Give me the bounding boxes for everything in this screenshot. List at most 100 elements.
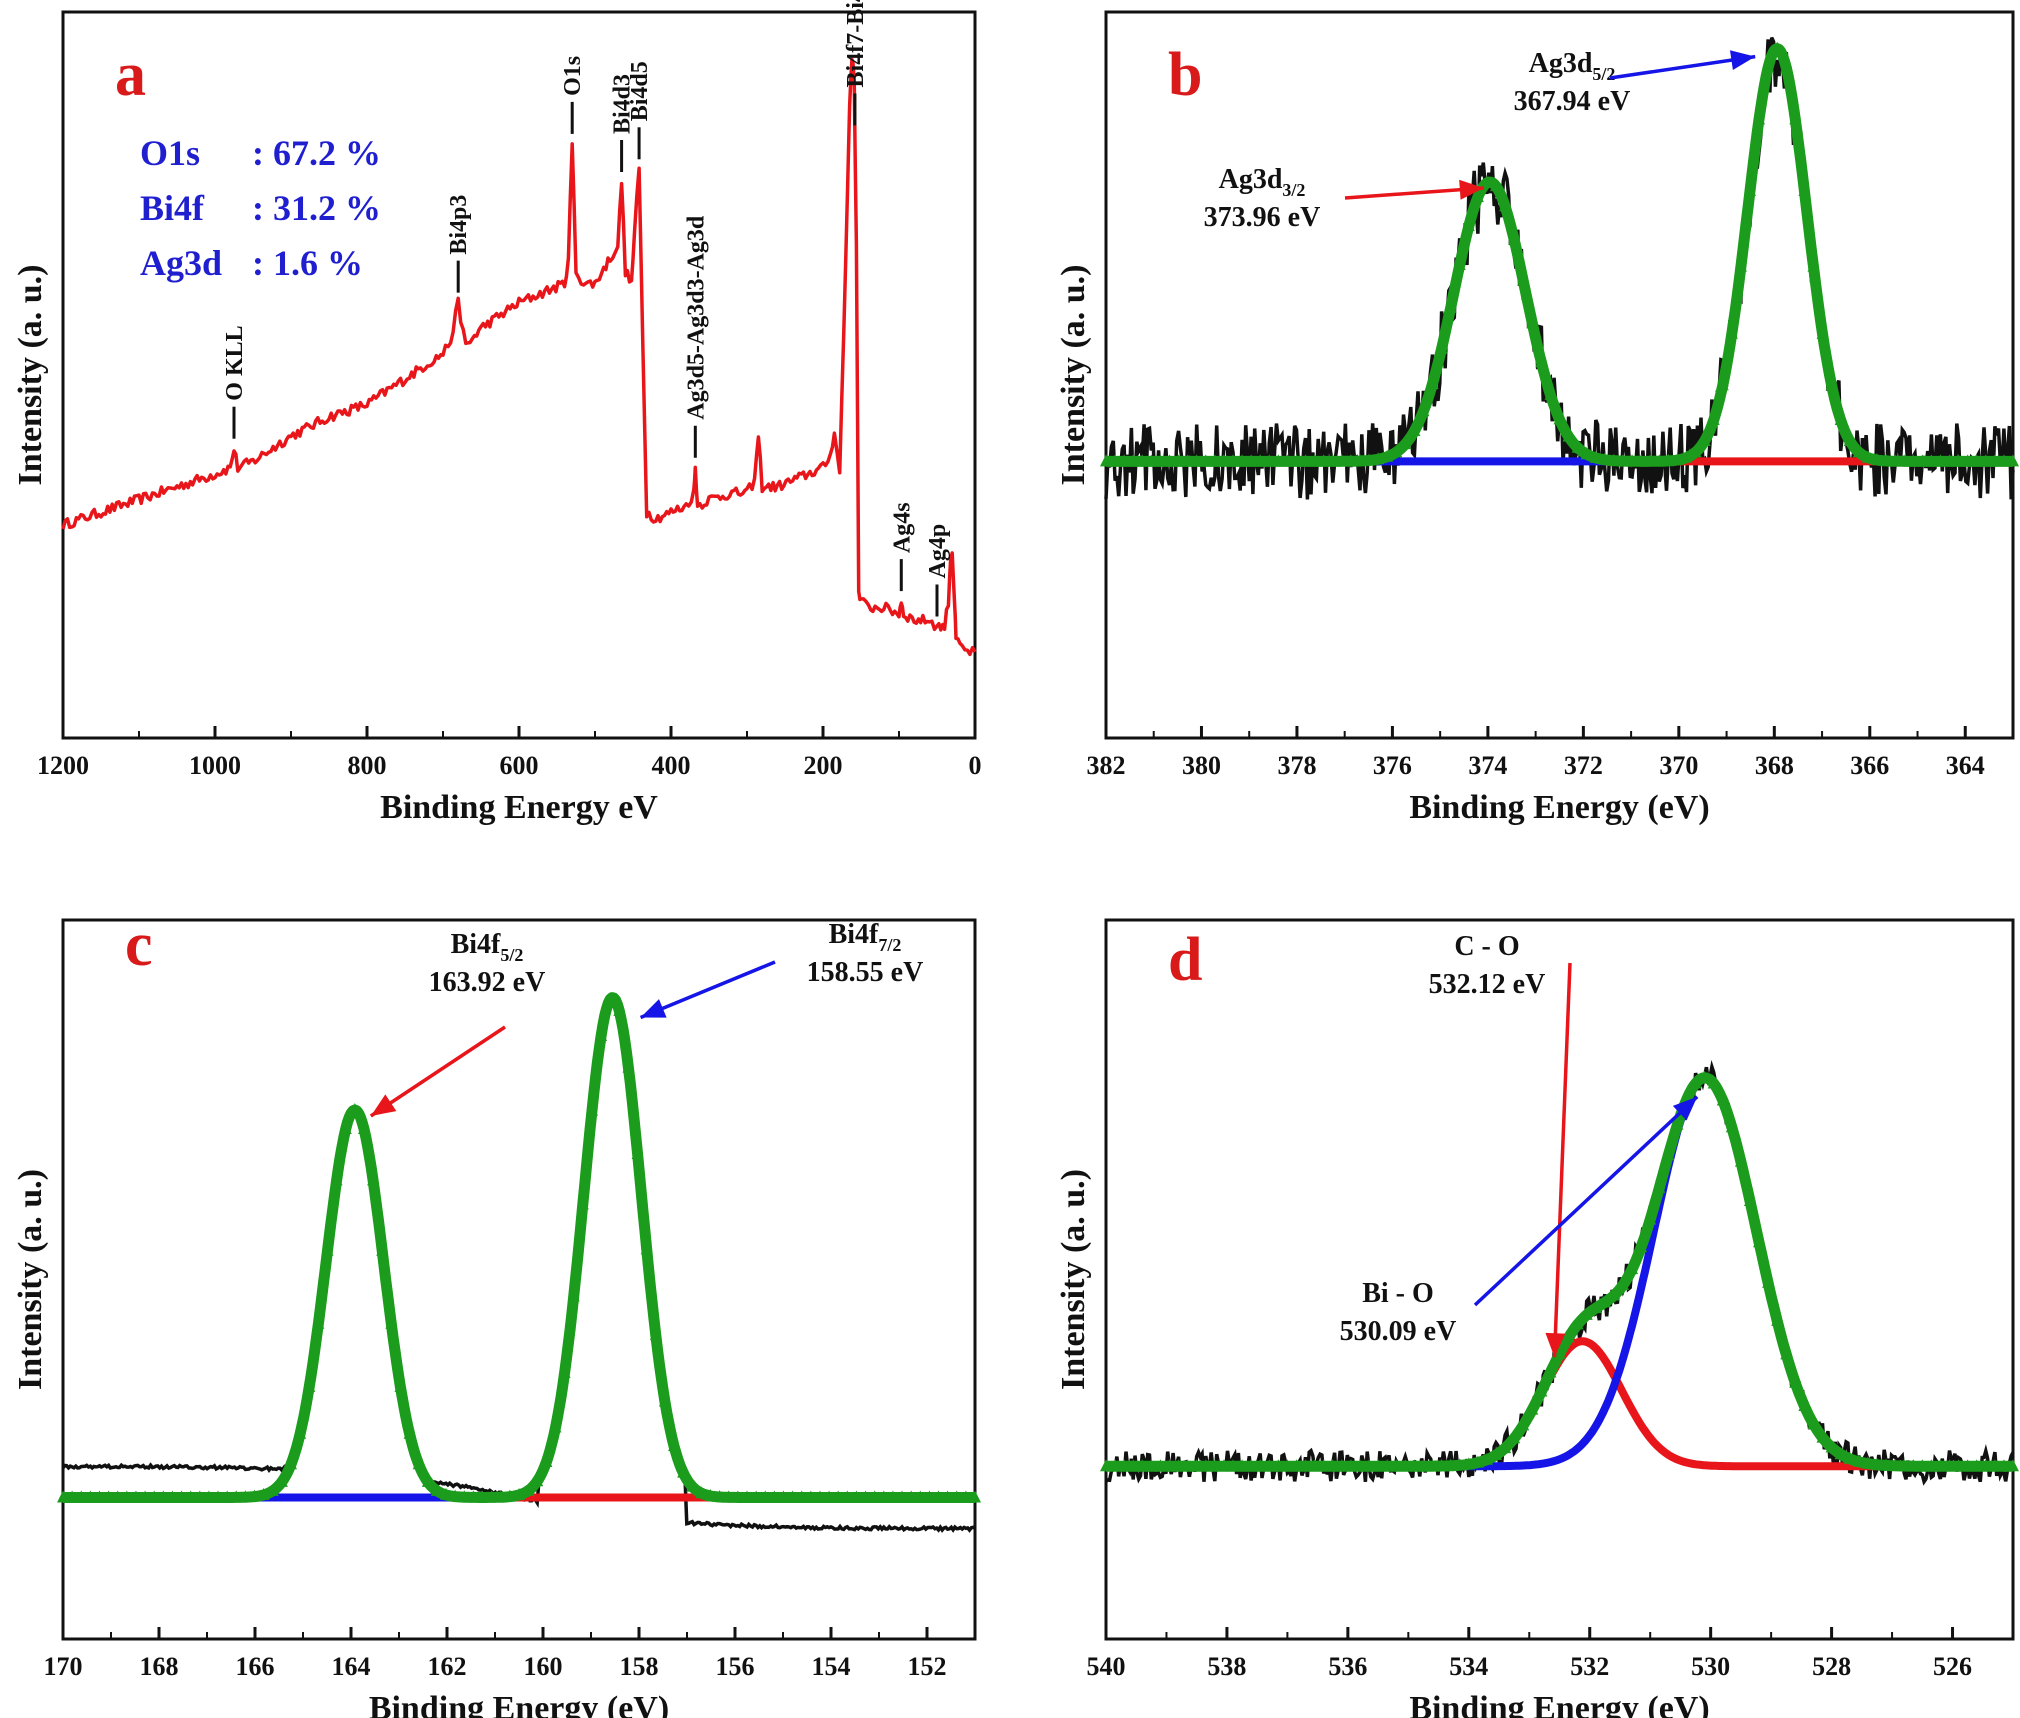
envelope-marker	[1363, 453, 1376, 466]
panel-a-xtick-label: 200	[804, 751, 843, 780]
envelope-marker	[731, 1490, 744, 1503]
annotation-main: Ag3d	[1529, 48, 1593, 79]
envelope-marker	[1716, 378, 1729, 391]
envelope-marker	[1136, 454, 1149, 467]
envelope-marker	[877, 1490, 890, 1503]
envelope-marker	[1254, 454, 1267, 467]
peak-label: Bi4d5	[627, 61, 653, 121]
envelope-marker	[850, 1490, 863, 1503]
annotation-c-0-value: 163.92 eV	[429, 967, 546, 998]
envelope-marker	[1716, 1093, 1729, 1106]
envelope-marker	[1662, 453, 1675, 466]
envelope-marker	[1780, 1347, 1793, 1360]
panel-b-frame	[1104, 10, 2015, 740]
envelope-marker	[1172, 454, 1185, 467]
envelope-marker	[1961, 1459, 1974, 1472]
envelope-marker	[1653, 1180, 1666, 1193]
envelope-marker	[1136, 1459, 1149, 1472]
envelope-marker	[686, 1479, 699, 1492]
composition-element: O1s	[140, 133, 200, 173]
envelope-marker	[1480, 175, 1493, 188]
fit-component-line	[63, 1105, 975, 1502]
envelope-marker	[1163, 1459, 1176, 1472]
envelope-marker	[303, 1379, 316, 1392]
envelope-marker	[1435, 341, 1448, 354]
envelope-marker	[1154, 1459, 1167, 1472]
annotation-c-1-value: 158.55 eV	[807, 957, 924, 988]
envelope-marker	[959, 1490, 972, 1503]
envelope-marker	[1698, 433, 1711, 446]
envelope-marker	[1181, 454, 1194, 467]
envelope-marker	[1925, 454, 1938, 467]
envelope-marker	[1335, 1459, 1348, 1472]
envelope-marker	[1426, 376, 1439, 389]
annotation-b-1-title: Ag3d5/2	[1529, 48, 1616, 84]
envelope-marker	[941, 1490, 954, 1503]
envelope-marker	[93, 1490, 106, 1503]
envelope-marker	[1562, 1330, 1575, 1343]
envelope-marker	[1952, 1459, 1965, 1472]
panel-a-xtick-label: 800	[348, 751, 387, 780]
envelope-marker	[1317, 1459, 1330, 1472]
envelope-line	[59, 992, 979, 1503]
envelope-marker	[503, 1489, 516, 1502]
annotation-c-1-arrow-head	[640, 999, 667, 1018]
panel-d-xtick-label: 530	[1691, 1652, 1730, 1681]
envelope-marker	[1272, 454, 1285, 467]
panel-a-letter: a	[115, 41, 146, 109]
envelope-marker	[1644, 1212, 1657, 1225]
panel-b-xtick-label: 364	[1946, 751, 1985, 780]
envelope-marker	[1499, 1441, 1512, 1454]
envelope-marker	[1880, 1458, 1893, 1471]
envelope-marker	[823, 1490, 836, 1503]
envelope-marker	[1816, 326, 1829, 339]
envelope-marker	[1988, 1459, 2001, 1472]
annotation-main: Bi - O	[1362, 1278, 1434, 1309]
envelope-marker	[1245, 1459, 1258, 1472]
annotation-c-1-title: Bi4f7/2	[829, 919, 902, 955]
annotation-subscript: 5/2	[500, 945, 523, 965]
envelope-marker	[1680, 450, 1693, 463]
envelope-marker	[221, 1490, 234, 1503]
envelope-marker	[1925, 1459, 1938, 1472]
envelope-marker	[1471, 190, 1484, 203]
envelope-marker	[1734, 259, 1747, 272]
envelope-marker	[722, 1490, 735, 1503]
envelope-marker	[257, 1487, 270, 1500]
annotation-d-1-value: 530.09 eV	[1340, 1316, 1457, 1347]
envelope-marker	[1834, 413, 1847, 426]
envelope-marker	[403, 1426, 416, 1439]
envelope-marker	[813, 1490, 826, 1503]
envelope-marker	[969, 1490, 981, 1503]
envelope-marker	[1127, 1459, 1140, 1472]
envelope-marker	[1780, 60, 1793, 73]
annotation-c-0-arrow-shaft	[369, 1025, 506, 1118]
annotation-main: Bi4f	[451, 929, 501, 960]
envelope-marker	[1626, 454, 1639, 467]
envelope-marker	[1453, 1458, 1466, 1471]
envelope-marker	[759, 1490, 772, 1503]
envelope-marker	[266, 1483, 279, 1496]
envelope-marker	[1580, 1307, 1593, 1320]
envelope-marker	[193, 1490, 206, 1503]
envelope-marker	[1943, 1459, 1956, 1472]
envelope-marker	[1753, 1235, 1766, 1248]
panel-c-ylabel: Intensity (a. u.)	[12, 1169, 49, 1390]
envelope-marker	[1508, 232, 1521, 245]
envelope-marker	[1535, 355, 1548, 368]
annotation-d-0-arrow-head	[1545, 1332, 1566, 1358]
envelope-marker	[1399, 1459, 1412, 1472]
envelope-marker	[1907, 454, 1920, 467]
envelope-marker	[1762, 60, 1775, 73]
envelope-marker	[376, 1243, 389, 1256]
envelope-marker	[1843, 1451, 1856, 1464]
envelope-marker	[1263, 454, 1276, 467]
envelope-marker	[1517, 1418, 1530, 1431]
envelope-marker	[1743, 183, 1756, 196]
composition-element: Bi4f	[140, 188, 205, 228]
envelope-marker	[1961, 454, 1974, 467]
envelope-marker	[1598, 452, 1611, 465]
envelope-marker	[1535, 1384, 1548, 1397]
panel-c-xtick-label: 154	[812, 1652, 851, 1681]
annotation-b-1-arrow-head	[1729, 50, 1756, 71]
